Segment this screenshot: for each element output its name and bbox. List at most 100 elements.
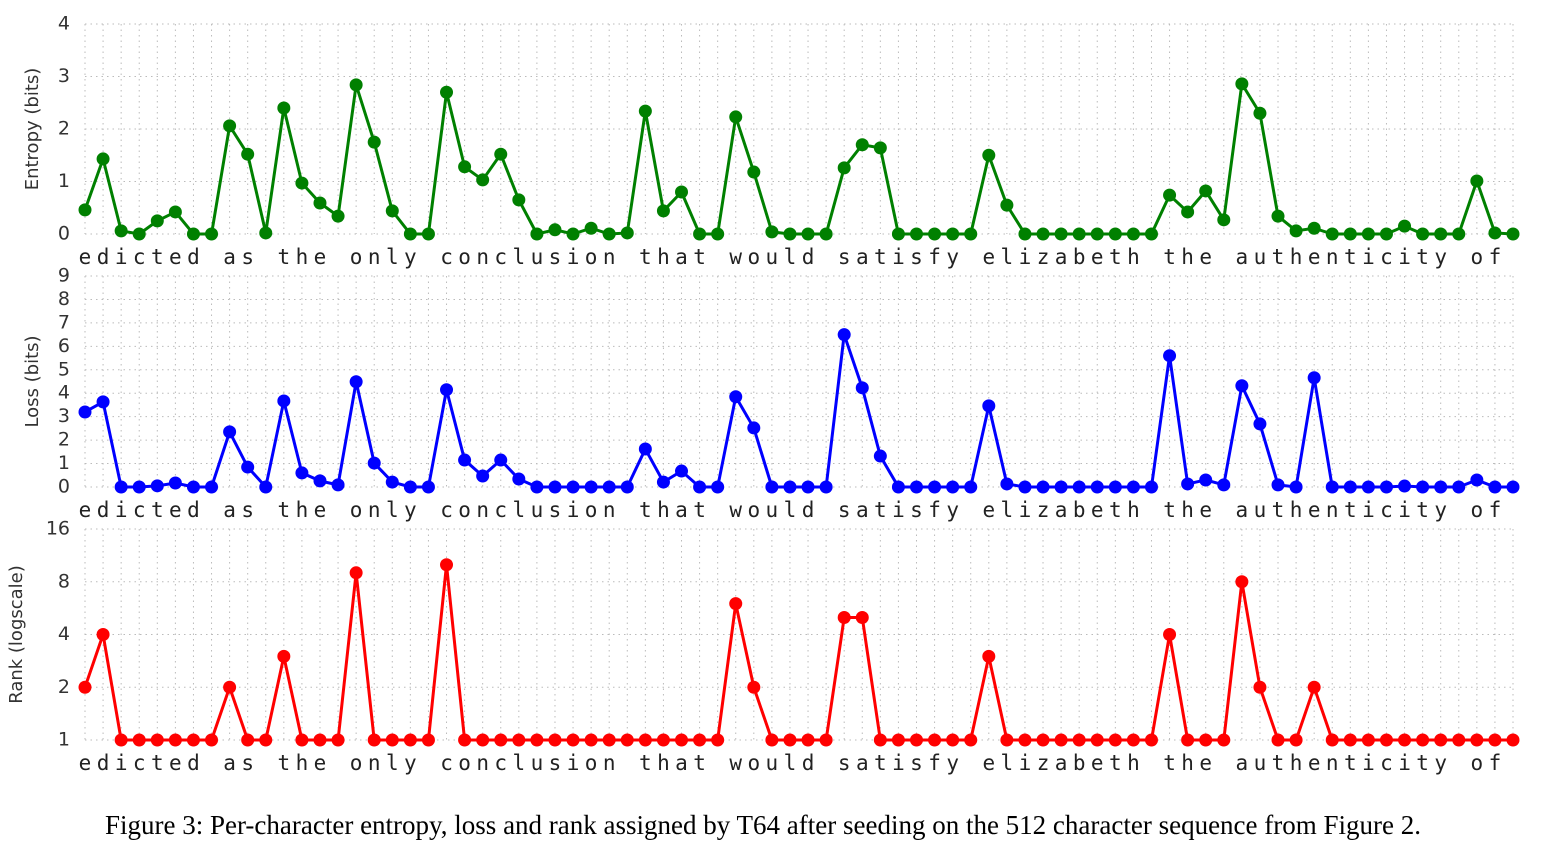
data-point — [494, 453, 508, 467]
y-tick-label: 4 — [58, 13, 70, 35]
x-tick-label: d — [802, 245, 815, 269]
data-point — [1018, 227, 1032, 241]
data-point — [1307, 221, 1321, 235]
x-tick-label: c — [440, 498, 453, 522]
data-point — [693, 227, 707, 241]
y-tick-label: 7 — [58, 311, 70, 333]
x-tick-label: e — [1091, 498, 1104, 522]
x-tick-label: n — [603, 245, 616, 269]
x-tick-label: f — [928, 245, 941, 269]
x-tick-label: t — [151, 245, 164, 269]
x-tick-label: h — [1127, 245, 1140, 269]
data-point — [1126, 480, 1140, 494]
data-point — [1307, 680, 1321, 694]
x-tick-label: b — [1073, 498, 1086, 522]
x-tick-label: e — [169, 498, 182, 522]
x-tick-label: l — [1001, 245, 1014, 269]
x-tick-label: l — [386, 498, 399, 522]
data-point — [1361, 733, 1375, 747]
x-tick-label: a — [1236, 498, 1249, 522]
x-tick-label: d — [802, 498, 815, 522]
data-point — [675, 733, 689, 747]
x-tick-label: t — [151, 751, 164, 775]
data-point — [205, 227, 219, 241]
x-tick-label: l — [512, 498, 525, 522]
x-tick-label: u — [1254, 245, 1267, 269]
data-point — [801, 733, 815, 747]
data-point — [1018, 733, 1032, 747]
y-axis-label: Rank (logscale) — [6, 565, 27, 704]
x-tick-label: a — [1055, 498, 1068, 522]
data-point — [349, 566, 363, 580]
x-tick-label: b — [1073, 751, 1086, 775]
x-tick-label: u — [766, 751, 779, 775]
data-point — [241, 460, 255, 474]
data-point — [277, 394, 291, 408]
data-point — [584, 221, 598, 235]
data-point — [1506, 227, 1520, 241]
x-tick-label: y — [404, 245, 417, 269]
data-point — [982, 148, 996, 162]
data-point — [801, 480, 815, 494]
data-point — [675, 185, 689, 199]
data-point — [1289, 224, 1303, 238]
data-point — [1181, 477, 1195, 491]
x-tick-label: o — [350, 245, 363, 269]
data-point — [1416, 480, 1430, 494]
x-tick-label: y — [946, 751, 959, 775]
data-point — [1271, 478, 1285, 492]
data-point — [331, 733, 345, 747]
data-point — [1398, 733, 1412, 747]
y-tick-label: 2 — [58, 429, 70, 451]
x-tick-label: d — [187, 498, 200, 522]
data-point — [1036, 480, 1050, 494]
x-tick-label: i — [567, 498, 580, 522]
data-point — [1054, 733, 1068, 747]
data-point — [1398, 219, 1412, 233]
data-point — [819, 480, 833, 494]
data-point — [909, 733, 923, 747]
data-point — [530, 227, 544, 241]
x-tick-label: e — [1199, 498, 1212, 522]
x-tick-label: i — [1398, 245, 1411, 269]
data-point — [96, 628, 110, 641]
x-tick-label: c — [494, 498, 507, 522]
x-tick-label: e — [169, 751, 182, 775]
data-point — [259, 226, 273, 240]
data-point — [656, 204, 670, 218]
x-tick-label: l — [784, 245, 797, 269]
x-tick-label: n — [603, 751, 616, 775]
data-point — [656, 733, 670, 747]
x-tick-label: a — [856, 245, 869, 269]
data-point — [1181, 733, 1195, 747]
data-point — [1144, 227, 1158, 241]
data-point — [1036, 733, 1050, 747]
y-tick-label: 4 — [58, 623, 70, 645]
data-point — [638, 442, 652, 456]
data-point — [1054, 480, 1068, 494]
data-point — [458, 453, 472, 467]
x-tick-label: y — [1434, 751, 1447, 775]
x-tick-label: e — [1308, 751, 1321, 775]
data-point — [1361, 480, 1375, 494]
data-point — [1325, 480, 1339, 494]
data-point — [494, 733, 508, 747]
data-point — [675, 464, 689, 478]
x-tick-label: e — [1308, 245, 1321, 269]
x-tick-label: c — [494, 751, 507, 775]
x-tick-label: t — [1163, 245, 1176, 269]
data-point — [1361, 227, 1375, 241]
x-tick-label: s — [241, 751, 254, 775]
x-tick-label: h — [1127, 751, 1140, 775]
data-point — [729, 390, 743, 404]
data-point — [1108, 480, 1122, 494]
data-point — [964, 480, 978, 494]
data-point — [78, 680, 92, 694]
x-tick-label: n — [368, 751, 381, 775]
x-tick-label: d — [187, 245, 200, 269]
data-point — [349, 78, 363, 92]
x-tick-label: i — [1019, 245, 1032, 269]
x-tick-label: n — [1326, 245, 1339, 269]
data-point — [1434, 480, 1448, 494]
y-tick-label: 2 — [58, 676, 70, 698]
